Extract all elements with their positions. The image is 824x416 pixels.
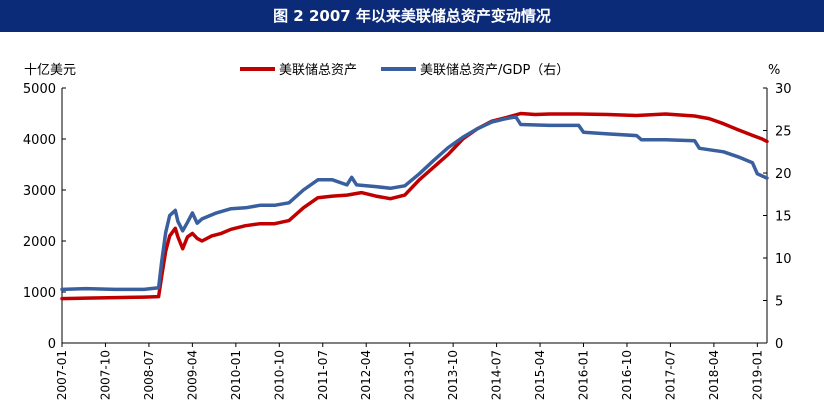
y-right-tick-label: 10 (775, 252, 792, 267)
y-left-tick-label: 3000 (23, 184, 56, 199)
y-right-tick-label: 20 (775, 167, 792, 182)
x-tick-label: 2011-07 (316, 350, 330, 400)
series-line-assets-to-gdp (60, 115, 769, 292)
x-tick-label: 2007-01 (55, 350, 69, 400)
x-tick-label: 2010-01 (229, 350, 243, 400)
x-tick-label: 2018-04 (707, 350, 721, 400)
x-tick-label: 2016-01 (577, 350, 591, 400)
x-tick-label: 2012-04 (359, 350, 373, 400)
axes-layer: 0 1000 2000 3000 4000 5000 0 5 10 15 20 25 30 2007-01… (23, 82, 792, 400)
chart-title-bar: 图 2 2007 年以来美联储总资产变动情况 (0, 0, 824, 32)
series-layer (60, 111, 769, 301)
y-right-tick-label: 0 (775, 337, 783, 352)
y-right-tick-label: 30 (775, 82, 792, 97)
y-right-tick-label: 25 (775, 125, 792, 140)
x-tick-label: 2008-07 (142, 350, 156, 400)
legend-label-assets: 美联储总资产 (279, 63, 357, 78)
x-tick-label: 2019-01 (750, 350, 764, 400)
x-tick-label: 2010-10 (272, 350, 286, 400)
x-tick-label: 2014-07 (490, 350, 504, 400)
x-tick-label: 2009-04 (185, 350, 199, 400)
y-left-tick-label: 4000 (23, 133, 56, 148)
x-tick-label: 2007-10 (98, 350, 112, 400)
y-right-tick-label: 15 (775, 210, 792, 225)
chart-title: 图 2 2007 年以来美联储总资产变动情况 (273, 7, 551, 25)
left-axis-unit: 十亿美元 (24, 63, 76, 78)
x-tick-label: 2016-10 (620, 350, 634, 400)
y-left-tick-label: 0 (48, 337, 56, 352)
x-tick-label: 2015-04 (533, 350, 547, 400)
y-right-tick-label: 5 (775, 295, 783, 310)
x-tick-label: 2013-10 (446, 350, 460, 400)
series-line-total-assets (60, 111, 769, 301)
x-tick-label: 2013-01 (403, 350, 417, 400)
x-tick-label: 2017-07 (663, 350, 677, 400)
y-left-tick-label: 1000 (23, 286, 56, 301)
legend: 美联储总资产 美联储总资产/GDP（右） (240, 63, 569, 78)
right-axis-unit: % (768, 63, 780, 78)
legend-label-ratio: 美联储总资产/GDP（右） (420, 63, 569, 78)
y-left-tick-label: 5000 (23, 82, 56, 97)
y-left-tick-label: 2000 (23, 235, 56, 250)
